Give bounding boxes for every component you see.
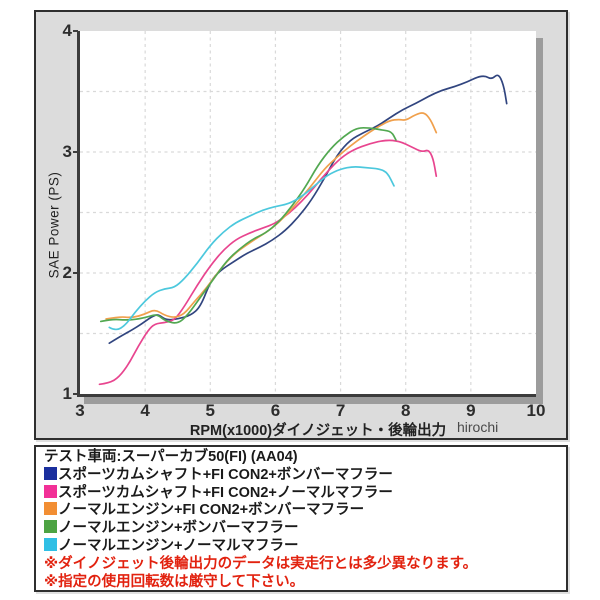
legend-item-label: スポーツカムシャフト+FI CON2+ノーマルマフラー [58, 484, 393, 501]
legend-item: スポーツカムシャフト+FI CON2+ノーマルマフラー [44, 484, 566, 503]
x-axis-label: RPM(x1000)ダイノジェット・後輪出力 [189, 423, 447, 439]
legend-title: テスト車両:スーパーカブ50(FI) (AA04) [44, 449, 298, 465]
watermark-text: hirochi [457, 419, 499, 435]
x-tick-label: 10 [526, 401, 546, 420]
y-tick-label: 1 [62, 384, 72, 403]
legend-item-label: スポーツカムシャフト+FI CON2+ボンバーマフラー [58, 466, 393, 483]
series-curve-0 [108, 74, 508, 345]
navy-swatch-icon [44, 466, 57, 480]
series-curve-4 [108, 166, 395, 331]
orange-swatch-icon [44, 502, 57, 516]
x-tick-label: 5 [205, 401, 216, 420]
x-tick-label: 7 [335, 401, 346, 420]
y-tick-label: 3 [62, 142, 72, 161]
plot-area [77, 31, 536, 397]
legend-item: スポーツカムシャフト+FI CON2+ボンバーマフラー [44, 466, 566, 485]
x-tick-label: 6 [270, 401, 281, 420]
legend-item-label: ノーマルエンジン+ボンバーマフラー [58, 520, 299, 537]
legend-note: ※指定の使用回転数は厳守して下さい。 [44, 573, 305, 590]
legend-item: ノーマルエンジン+ノーマルマフラー [44, 537, 566, 556]
legend-item: ノーマルエンジン+FI CON2+ボンバーマフラー [44, 502, 566, 520]
y-tick-label: 2 [62, 263, 72, 282]
power-curves-chart [80, 31, 536, 394]
y-tick-mark [73, 151, 78, 153]
x-tick-label: 9 [466, 401, 476, 420]
green-swatch-icon [44, 520, 57, 534]
x-tick-label: 3 [75, 401, 85, 420]
cyan-swatch-icon [44, 537, 57, 551]
y-tick-mark [73, 30, 78, 32]
y-tick-mark [73, 272, 78, 274]
legend-note: ※ダイノジェット後輪出力のデータは実走行とは多少異なります。 [44, 555, 478, 572]
series-curve-1 [98, 139, 438, 386]
x-tick-label: 8 [400, 401, 411, 420]
legend-item: ノーマルエンジン+ボンバーマフラー [44, 520, 566, 538]
y-tick-label: 4 [62, 21, 72, 40]
legend-item-label: ノーマルエンジン+FI CON2+ボンバーマフラー [58, 502, 365, 519]
legend-item-label: ノーマルエンジン+ノーマルマフラー [58, 537, 299, 554]
series-curve-2 [105, 112, 438, 320]
pink-swatch-icon [44, 484, 57, 498]
y-tick-mark [73, 393, 78, 395]
x-tick-label: 4 [140, 401, 150, 420]
legend-panel: テスト車両:スーパーカブ50(FI) (AA04) スポーツカムシャフト+FI … [34, 445, 568, 592]
series-curve-3 [99, 126, 397, 324]
